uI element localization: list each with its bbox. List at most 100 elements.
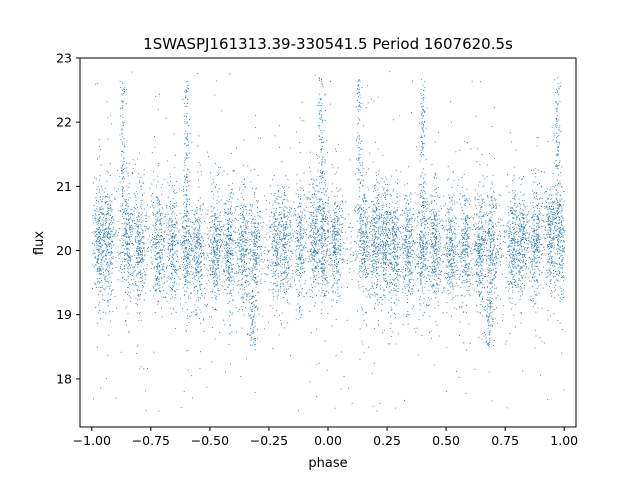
data-point bbox=[515, 203, 517, 205]
data-point bbox=[222, 258, 224, 260]
data-point bbox=[422, 182, 424, 184]
data-point bbox=[304, 247, 306, 248]
data-point bbox=[98, 221, 100, 223]
data-point bbox=[256, 200, 258, 201]
data-point bbox=[335, 259, 337, 260]
data-point bbox=[488, 254, 490, 256]
data-point bbox=[95, 257, 96, 259]
data-point bbox=[489, 271, 491, 273]
data-point bbox=[284, 226, 286, 228]
data-point bbox=[143, 192, 145, 194]
data-point bbox=[467, 254, 469, 256]
data-point bbox=[348, 226, 350, 228]
data-point bbox=[229, 240, 230, 242]
data-point bbox=[198, 179, 199, 181]
data-point bbox=[105, 214, 107, 216]
data-point bbox=[365, 211, 367, 213]
data-point bbox=[240, 259, 242, 261]
data-point bbox=[175, 239, 177, 241]
data-point bbox=[551, 263, 553, 264]
data-point bbox=[201, 255, 202, 257]
data-point bbox=[404, 242, 406, 244]
data-point bbox=[383, 221, 385, 223]
data-point bbox=[379, 243, 381, 245]
data-point bbox=[534, 210, 535, 212]
data-point bbox=[187, 281, 189, 283]
data-point bbox=[120, 264, 122, 265]
data-point bbox=[128, 256, 130, 258]
data-point bbox=[220, 231, 222, 233]
data-point bbox=[275, 217, 276, 219]
data-point bbox=[536, 204, 538, 206]
data-point bbox=[520, 295, 522, 297]
data-point bbox=[292, 253, 294, 254]
data-point bbox=[422, 267, 424, 269]
data-point bbox=[137, 251, 139, 252]
data-point bbox=[388, 228, 390, 230]
data-point bbox=[214, 214, 216, 216]
data-point bbox=[245, 249, 247, 251]
data-point bbox=[296, 183, 298, 185]
data-point bbox=[240, 256, 242, 258]
data-point bbox=[366, 233, 368, 235]
data-point bbox=[210, 260, 212, 262]
data-point bbox=[469, 274, 470, 276]
data-point bbox=[300, 233, 301, 235]
data-point bbox=[527, 211, 529, 213]
data-point bbox=[104, 279, 106, 281]
data-point bbox=[511, 232, 513, 234]
data-point bbox=[423, 242, 425, 244]
data-point bbox=[451, 121, 453, 123]
data-point bbox=[511, 287, 513, 289]
data-point bbox=[113, 244, 115, 246]
data-point bbox=[207, 275, 208, 277]
data-point bbox=[496, 203, 498, 205]
data-point bbox=[435, 228, 437, 230]
data-point bbox=[476, 281, 478, 282]
data-point bbox=[462, 236, 464, 238]
data-point bbox=[430, 236, 432, 238]
data-point bbox=[242, 269, 244, 271]
data-point bbox=[512, 266, 514, 268]
data-point bbox=[461, 229, 463, 231]
data-point bbox=[214, 249, 216, 251]
data-point bbox=[210, 267, 212, 269]
data-point bbox=[339, 245, 340, 247]
data-point bbox=[167, 227, 169, 228]
data-point bbox=[481, 273, 482, 275]
data-point bbox=[276, 248, 278, 250]
data-point bbox=[559, 241, 561, 243]
data-point bbox=[160, 269, 162, 271]
data-point bbox=[225, 212, 227, 214]
data-point bbox=[548, 223, 550, 225]
data-point bbox=[446, 243, 448, 245]
data-point bbox=[171, 185, 173, 187]
data-point bbox=[478, 229, 480, 231]
data-point bbox=[226, 262, 228, 264]
data-point bbox=[333, 245, 334, 247]
data-point bbox=[230, 275, 232, 277]
data-point bbox=[513, 213, 515, 215]
data-point bbox=[191, 375, 193, 377]
data-point bbox=[239, 250, 241, 252]
data-point bbox=[227, 236, 229, 237]
data-point bbox=[322, 226, 324, 228]
data-point bbox=[97, 239, 99, 240]
data-point bbox=[446, 311, 448, 313]
data-point bbox=[225, 235, 227, 237]
data-point bbox=[514, 248, 515, 250]
data-point bbox=[446, 253, 448, 255]
data-point bbox=[101, 266, 103, 268]
data-point bbox=[486, 176, 488, 178]
data-point bbox=[408, 269, 410, 271]
data-point bbox=[127, 213, 129, 215]
data-point bbox=[199, 244, 201, 246]
data-point bbox=[175, 224, 177, 226]
data-point bbox=[513, 238, 515, 240]
data-point bbox=[476, 259, 477, 261]
data-point bbox=[345, 248, 347, 250]
data-point bbox=[284, 206, 286, 207]
data-point bbox=[522, 234, 523, 236]
data-point bbox=[263, 221, 265, 223]
data-point bbox=[325, 218, 327, 220]
